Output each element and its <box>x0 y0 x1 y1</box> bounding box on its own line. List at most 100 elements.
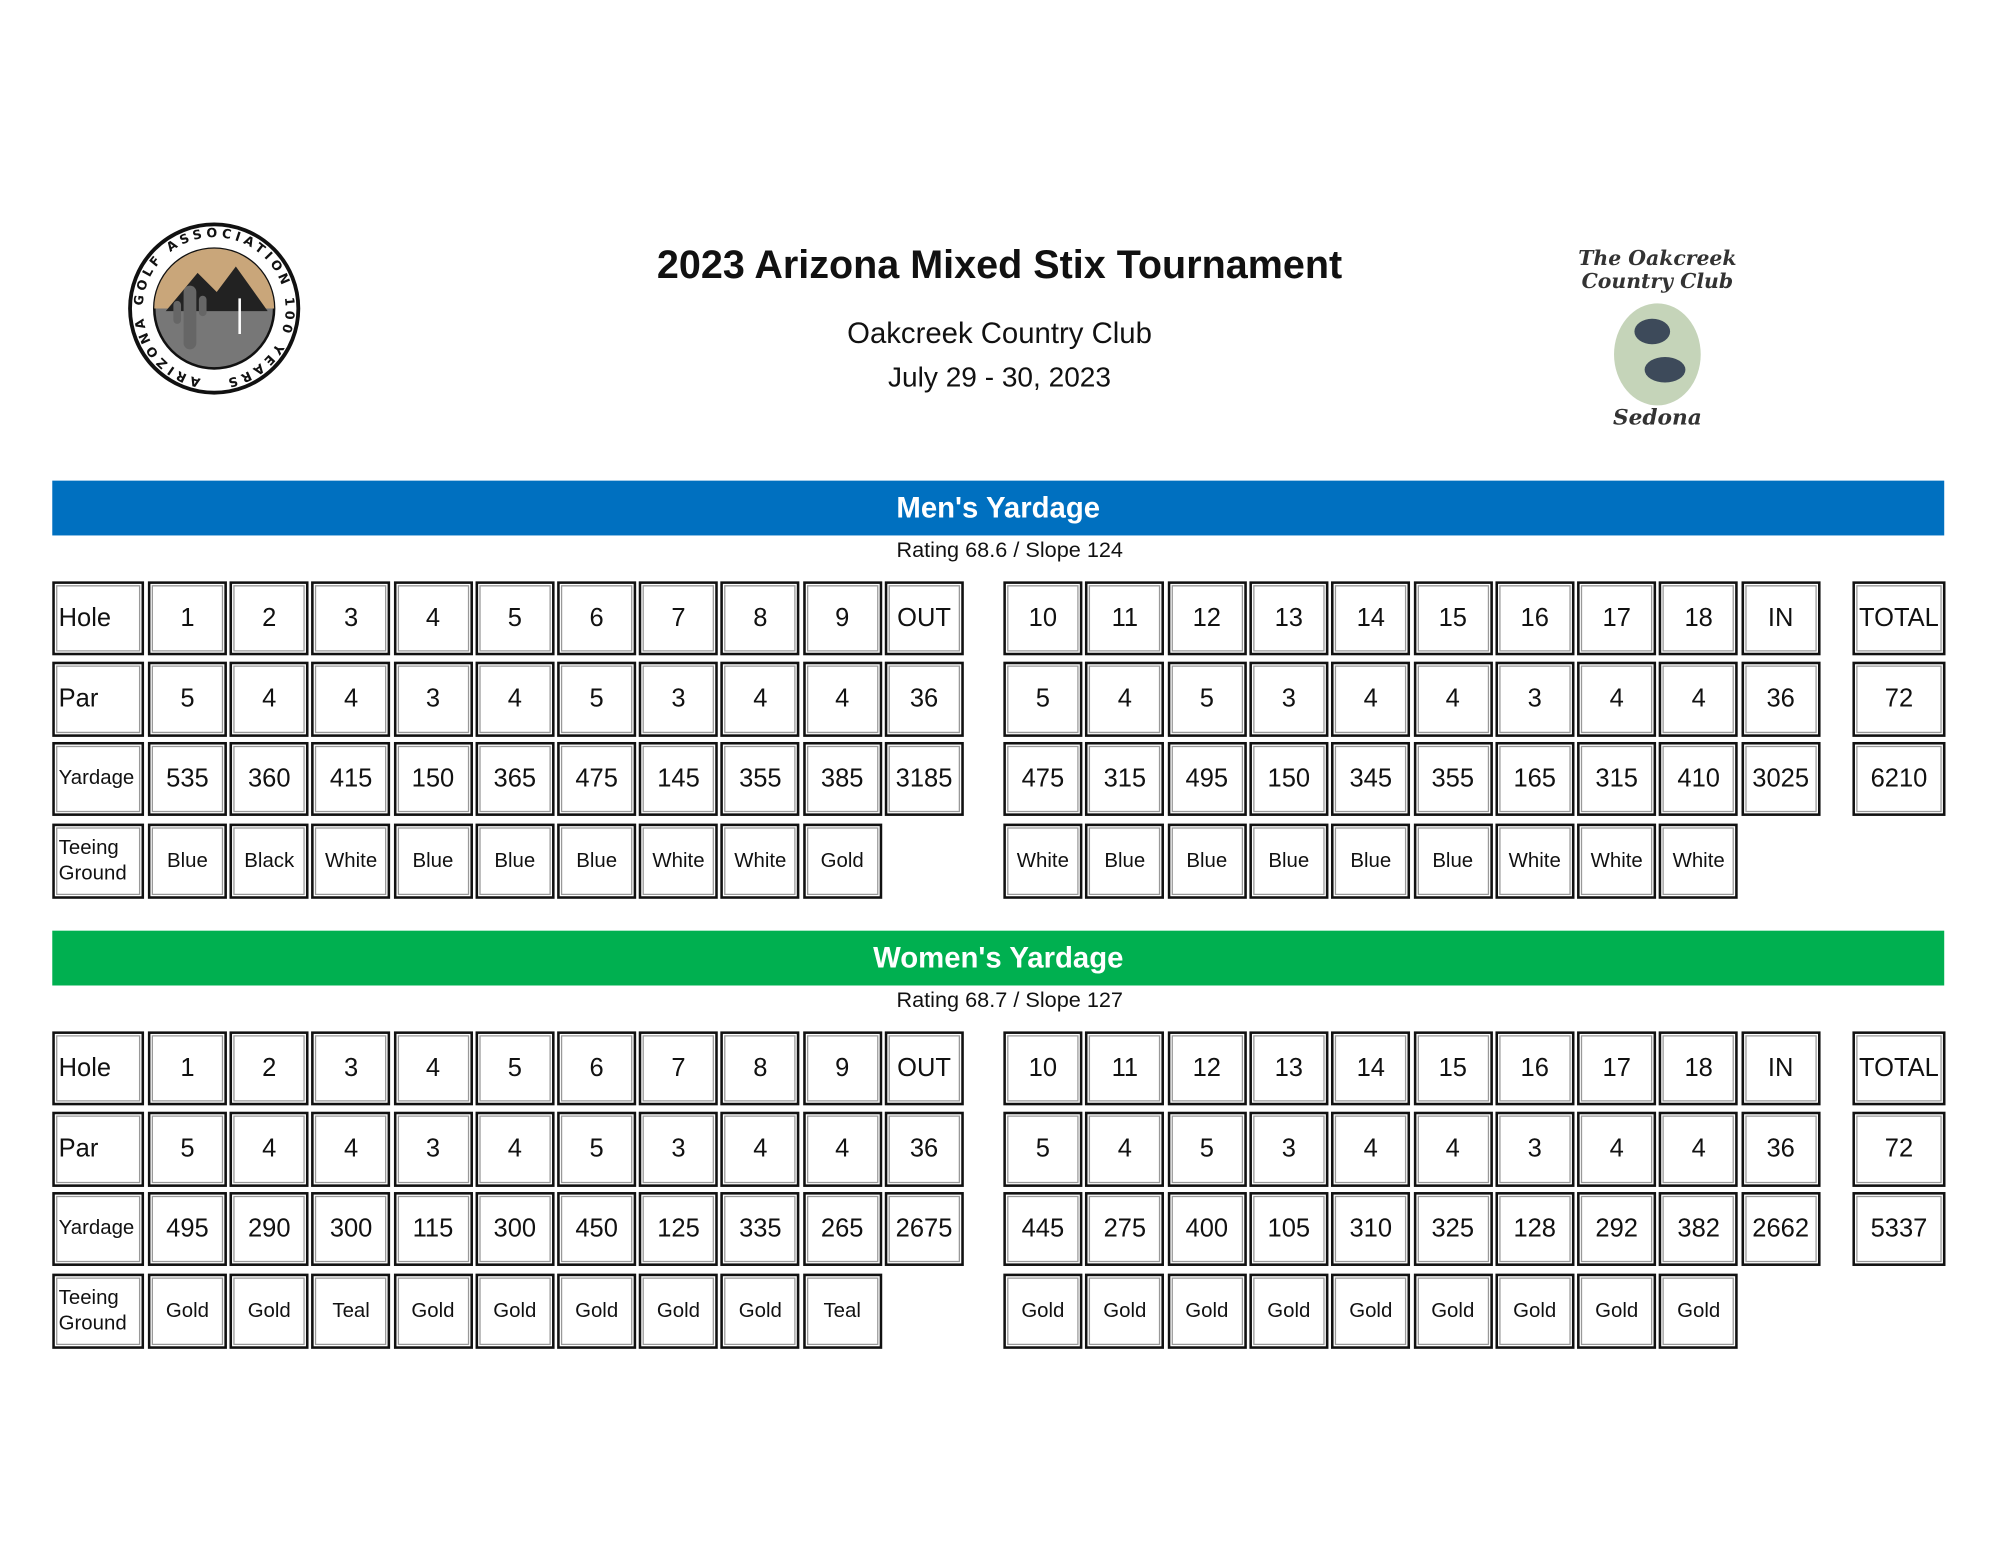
men-par-cell: 5 <box>1167 661 1247 737</box>
men-par-cell: 4 <box>1659 661 1739 737</box>
women-hole-cell: 10 <box>1003 1031 1083 1106</box>
women-yardage-cell: 115 <box>393 1192 473 1266</box>
men-teeing-ground-cell: Blue <box>147 823 227 899</box>
men-teeing-ground-cell: Blue <box>557 823 637 899</box>
women-hole-cell: 2 <box>229 1031 309 1106</box>
women-teeing-ground-cell: Gold <box>1249 1273 1329 1349</box>
men-yardage-cell: 355 <box>720 741 800 816</box>
men-hole-cell: IN <box>1741 581 1821 656</box>
men-teeing-ground-cell: Black <box>229 823 309 899</box>
svg-text:Country Club: Country Club <box>1582 269 1734 293</box>
men-yardage-cell: 475 <box>1003 741 1083 816</box>
women-hole-cell: OUT <box>884 1031 964 1106</box>
women-par-cell: 4 <box>1577 1111 1657 1187</box>
women-teeing-ground-cell: Gold <box>557 1273 637 1349</box>
women-par-cell: 5 <box>1003 1111 1083 1187</box>
men-teeing-ground-cell: Blue <box>1085 823 1165 899</box>
women-hole-cell: 16 <box>1495 1031 1575 1106</box>
men-hole-cell: 16 <box>1495 581 1575 656</box>
women-yardage-cell: 335 <box>720 1192 800 1266</box>
women-par-cell: 4 <box>1659 1111 1739 1187</box>
women-teeing-ground-cell: Gold <box>638 1273 719 1349</box>
women-teeing-ground-cell: Gold <box>720 1273 800 1349</box>
men-hole-cell: OUT <box>884 581 964 656</box>
men-hole-cell: 7 <box>638 581 719 656</box>
women-yardage-cell: 325 <box>1413 1192 1493 1266</box>
men-yardage-cell: 150 <box>1249 741 1329 816</box>
women-teeing-ground-cell: Gold <box>1659 1273 1739 1349</box>
women-par-cell: 5 <box>147 1111 227 1187</box>
men-par-cell: 4 <box>720 661 800 737</box>
men-hole-cell: 1 <box>147 581 227 656</box>
women-hole-cell: 4 <box>393 1031 473 1106</box>
men-hole-cell: 10 <box>1003 581 1083 656</box>
tournament-title: 2023 Arizona Mixed Stix Tournament <box>656 242 1343 287</box>
men-yardage-cell: 3185 <box>884 741 964 816</box>
women-hole-cell: 5 <box>475 1031 555 1106</box>
svg-text:The Oakcreek: The Oakcreek <box>1578 246 1736 270</box>
women-hole-cell: 14 <box>1331 1031 1411 1106</box>
men-row-label-par: Par <box>52 661 145 737</box>
men-yardage-cell: 535 <box>147 741 227 816</box>
women-par-cell: 3 <box>1249 1111 1329 1187</box>
men-hole-cell: 5 <box>475 581 555 656</box>
women-hole-cell: 18 <box>1659 1031 1739 1106</box>
men-par-cell: 4 <box>1413 661 1493 737</box>
men-rating-slope: Rating 68.6 / Slope 124 <box>896 538 1123 563</box>
men-par-cell: 36 <box>1741 661 1821 737</box>
women-yardage-cell: 445 <box>1003 1192 1083 1266</box>
women-yardage-cell: 2675 <box>884 1192 964 1266</box>
women-yardage-cell: 290 <box>229 1192 309 1266</box>
men-yardage-cell: 495 <box>1167 741 1247 816</box>
women-par-cell: 5 <box>1167 1111 1247 1187</box>
tournament-dates: July 29 - 30, 2023 <box>888 360 1112 393</box>
arizona-golf-association-logo: ARIZONA GOLF ASSOCIATION 100 YEARS <box>127 222 301 395</box>
men-hole-cell: 13 <box>1249 581 1329 656</box>
men-row-label-hole: Hole <box>52 581 145 656</box>
women-teeing-ground-cell: Teal <box>311 1273 391 1349</box>
men-teeing-ground-cell: White <box>638 823 719 899</box>
men-hole-cell: 8 <box>720 581 800 656</box>
men-teeing-ground-cell: White <box>1577 823 1657 899</box>
women-yardage-cell: 125 <box>638 1192 719 1266</box>
svg-text:Sedona: Sedona <box>1613 406 1702 431</box>
women-yardage-cell: 128 <box>1495 1192 1575 1266</box>
women-row-label-hole: Hole <box>52 1031 145 1106</box>
women-hole-cell: 15 <box>1413 1031 1493 1106</box>
women-par-cell: 4 <box>1085 1111 1165 1187</box>
men-par-cell: 3 <box>1495 661 1575 737</box>
women-yardage-cell: 2662 <box>1741 1192 1821 1266</box>
men-par-cell: 4 <box>475 661 555 737</box>
men-par-cell: 4 <box>229 661 309 737</box>
women-hole-cell: 11 <box>1085 1031 1165 1106</box>
men-hole-cell: 18 <box>1659 581 1739 656</box>
men-teeing-ground-cell: Blue <box>1249 823 1329 899</box>
men-par-cell: 4 <box>311 661 391 737</box>
men-yardage-cell: 415 <box>311 741 391 816</box>
women-row-label-teeing-ground: Teeing Ground <box>52 1273 145 1349</box>
women-yardage-cell: 400 <box>1167 1192 1247 1266</box>
women-hole-cell: 8 <box>720 1031 800 1106</box>
men-hole-cell: 3 <box>311 581 391 656</box>
men-yardage-cell: 385 <box>802 741 882 816</box>
men-teeing-ground-cell: White <box>720 823 800 899</box>
men-teeing-ground-cell: Blue <box>393 823 473 899</box>
women-yardage-cell: 275 <box>1085 1192 1165 1266</box>
men-yardage-cell: 3025 <box>1741 741 1821 816</box>
women-par-cell: 4 <box>1413 1111 1493 1187</box>
men-par-cell: 3 <box>638 661 719 737</box>
men-par-cell: 4 <box>1331 661 1411 737</box>
women-hole-cell: 17 <box>1577 1031 1657 1106</box>
women-par-cell: 36 <box>884 1111 964 1187</box>
men-yardage-cell: 365 <box>475 741 555 816</box>
women-rating-slope: Rating 68.7 / Slope 127 <box>896 988 1123 1013</box>
men-yardage-cell: 150 <box>393 741 473 816</box>
men-teeing-ground-cell: White <box>1659 823 1739 899</box>
men-hole-cell: 9 <box>802 581 882 656</box>
women-yardage-cell: 382 <box>1659 1192 1739 1266</box>
women-teeing-ground-cell: Gold <box>1331 1273 1411 1349</box>
men-par-cell: 3 <box>1249 661 1329 737</box>
men-par-cell: 5 <box>1003 661 1083 737</box>
men-yardage-banner: Men's Yardage <box>52 480 1945 536</box>
women-par-cell: 3 <box>1495 1111 1575 1187</box>
